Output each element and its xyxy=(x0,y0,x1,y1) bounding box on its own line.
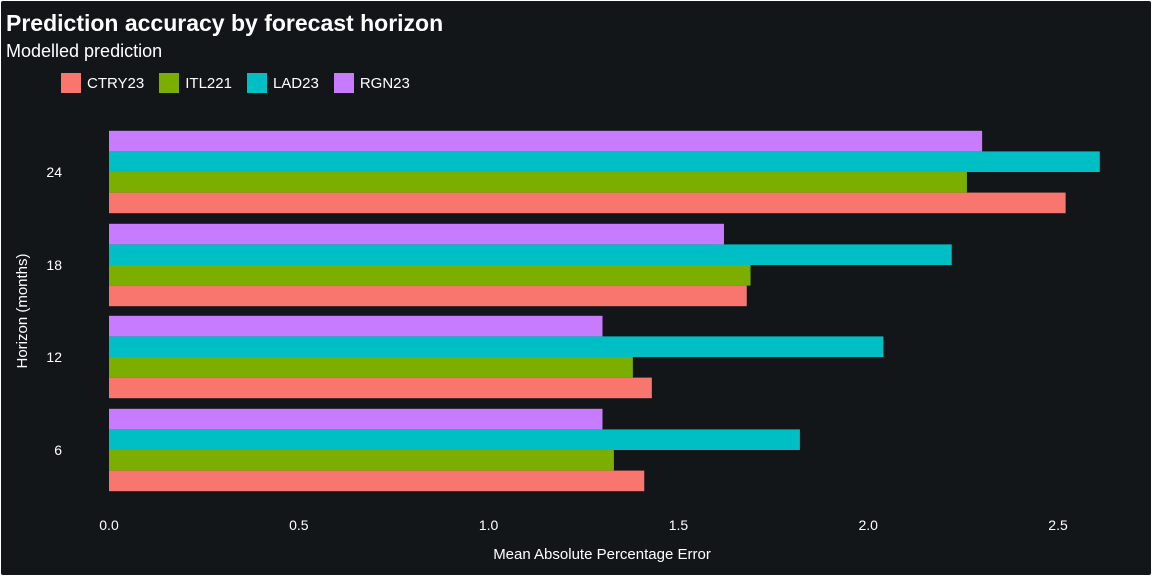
bar-ctry23-6 xyxy=(109,470,645,492)
legend-item-rgn23: RGN23 xyxy=(333,73,410,93)
bar-lad23-12 xyxy=(109,336,884,357)
bar-rgn23-6 xyxy=(109,408,603,430)
legend-swatch xyxy=(333,73,354,93)
bar-itl221-12 xyxy=(109,357,633,378)
bar-ctry23-12 xyxy=(109,377,652,399)
chart-title: Prediction accuracy by forecast horizon xyxy=(6,10,444,36)
bar-ctry23-18 xyxy=(109,285,747,307)
bar-lad23-18 xyxy=(109,244,952,265)
x-axis-ticks: 0.0 0.5 1.0 1.5 2.0 2.5 xyxy=(99,517,1068,533)
legend-label: CTRY23 xyxy=(87,74,145,92)
bar-itl221-24 xyxy=(109,172,967,193)
bars-group xyxy=(109,130,1100,492)
x-tick-label: 0.5 xyxy=(289,517,309,533)
x-tick-label: 2.5 xyxy=(1048,517,1068,533)
legend-label: ITL221 xyxy=(185,74,232,92)
legend-item-lad23: LAD23 xyxy=(246,73,319,93)
legend-swatch xyxy=(246,73,267,93)
x-tick-label: 0.0 xyxy=(99,517,119,533)
bar-ctry23-24 xyxy=(109,192,1066,214)
bar-rgn23-24 xyxy=(109,130,983,152)
y-tick-label: 18 xyxy=(46,257,62,273)
chart-subtitle: Modelled prediction xyxy=(6,41,163,61)
y-axis-ticks: 6 12 18 24 xyxy=(46,164,62,458)
legend-item-itl221: ITL221 xyxy=(159,73,232,93)
x-tick-label: 1.5 xyxy=(669,517,689,533)
bar-lad23-24 xyxy=(109,151,1100,172)
y-tick-label: 6 xyxy=(54,442,62,458)
y-axis-title: Horizon (months) xyxy=(14,253,31,368)
x-tick-label: 2.0 xyxy=(858,517,878,533)
legend-item-ctry23: CTRY23 xyxy=(61,73,144,93)
x-tick-label: 1.0 xyxy=(479,517,499,533)
bar-rgn23-12 xyxy=(109,315,603,337)
legend-label: RGN23 xyxy=(359,74,410,92)
legend: CTRY23 ITL221 LAD23 RGN23 xyxy=(61,73,425,93)
bar-lad23-6 xyxy=(109,429,800,450)
legend-label: LAD23 xyxy=(272,74,319,92)
bar-itl221-6 xyxy=(109,450,614,471)
y-tick-label: 12 xyxy=(46,349,62,365)
bar-itl221-18 xyxy=(109,265,751,286)
legend-swatch xyxy=(159,73,180,93)
y-tick-label: 24 xyxy=(46,164,62,180)
legend-swatch xyxy=(61,73,81,93)
x-axis-title: Mean Absolute Percentage Error xyxy=(493,546,711,563)
bar-rgn23-18 xyxy=(109,223,724,245)
